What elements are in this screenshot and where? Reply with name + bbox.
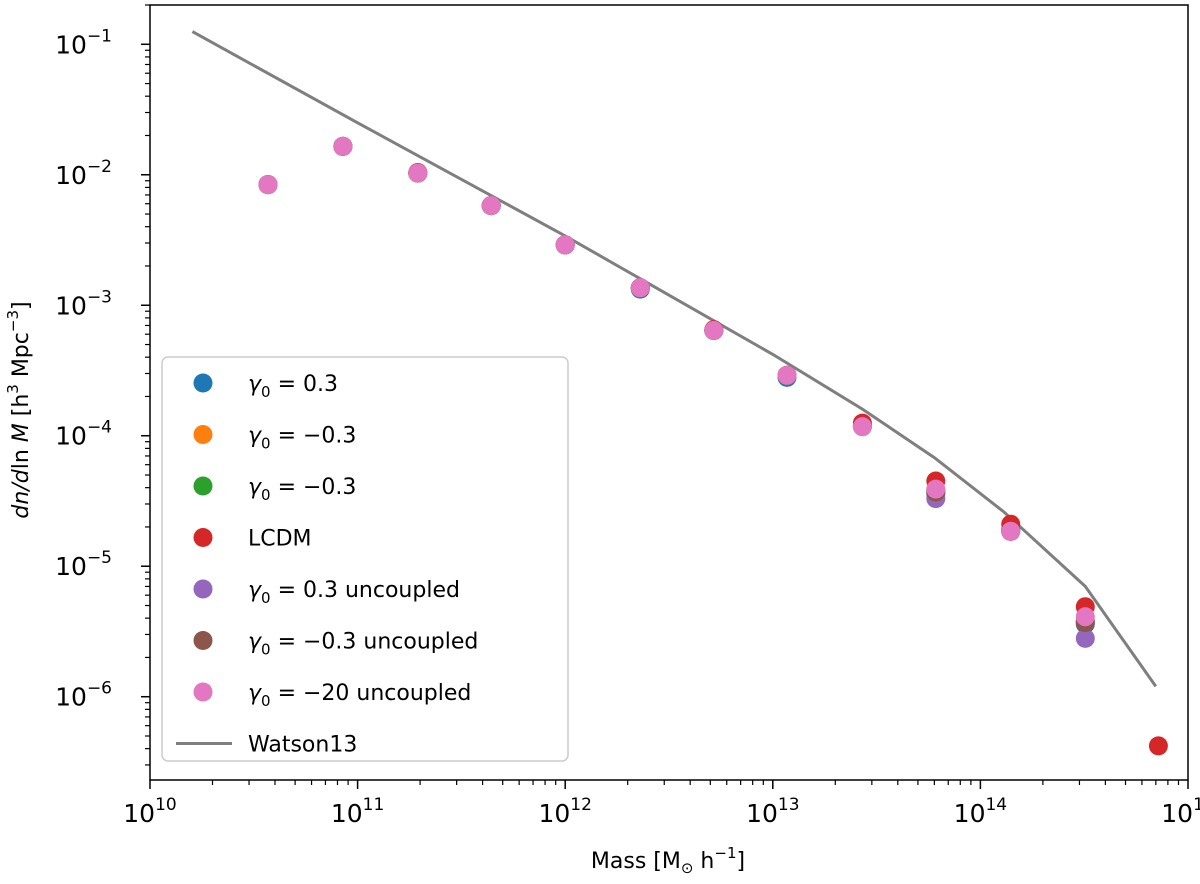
legend-marker <box>193 631 213 650</box>
legend-marker <box>193 373 213 393</box>
y-tick-label: 10−5 <box>55 548 112 581</box>
x-tick-label: 1013 <box>746 795 799 828</box>
x-tick-label: 1015 <box>1161 795 1200 828</box>
data-point <box>1001 521 1021 541</box>
legend-label: γ0 = −20 uncoupled <box>248 681 471 710</box>
legend-label: γ0 = −0.3 <box>248 424 356 453</box>
data-point <box>258 175 278 195</box>
y-tick-label: 10−4 <box>55 418 112 451</box>
x-tick-label: 1010 <box>123 795 176 828</box>
legend-entry: γ0 = −0.3 uncoupled <box>193 630 478 659</box>
legend-label: LCDM <box>248 527 312 552</box>
x-tick-label: 1011 <box>331 795 384 828</box>
y-tick-label: 10−3 <box>55 287 112 320</box>
data-point <box>926 479 946 499</box>
x-axis: 1010 1011 1012 1013 1014 1015 <box>123 780 1200 828</box>
data-point <box>1075 628 1095 648</box>
legend-label: γ0 = −0.3 <box>248 475 356 504</box>
x-axis-label: Mass [M⊙ h−1] <box>591 844 745 877</box>
legend-box <box>161 356 569 762</box>
legend-label: γ0 = 0.3 <box>248 372 338 401</box>
legend-marker <box>193 476 213 496</box>
plot-frame <box>149 4 1189 781</box>
legend-entry: γ0 = −0.3 <box>193 475 356 504</box>
legend-marker <box>193 579 213 599</box>
data-point <box>630 278 650 298</box>
legend-marker <box>193 682 213 702</box>
legend-entry: γ0 = 0.3 <box>193 372 338 401</box>
series-7 <box>258 136 1095 627</box>
y-tick-label: 10−1 <box>55 26 112 59</box>
x-tick-label: 1014 <box>954 795 1007 828</box>
x-tick-label: 1012 <box>538 795 591 828</box>
y-axis-label: dn/dln M [h3 Mpc−3] <box>4 301 34 518</box>
data-point <box>408 163 428 183</box>
y-tick-label: 10−6 <box>55 679 112 712</box>
watson13-line <box>191 30 1158 688</box>
legend-entry: LCDM <box>193 527 312 552</box>
data-point <box>704 321 724 340</box>
data-point <box>777 365 797 385</box>
data-point <box>333 136 353 156</box>
data-point <box>1148 736 1168 756</box>
legend-entry: γ0 = −20 uncoupled <box>193 681 471 710</box>
y-axis: 10−1 10−2 10−3 10−4 10−5 10−6 <box>55 4 150 766</box>
legend: γ0 = 0.3 γ0 = −0.3 γ0 = −0.3 LCDM γ0 = 0.3 u… <box>161 356 569 762</box>
legend-entry: γ0 = −0.3 <box>193 424 356 453</box>
data-point <box>852 417 872 437</box>
legend-entry: γ0 = 0.3 uncoupled <box>193 578 460 607</box>
legend-marker <box>193 528 213 547</box>
data-point <box>481 196 501 216</box>
legend-entry: Watson13 <box>176 733 357 758</box>
y-tick-label: 10−2 <box>55 157 112 190</box>
data-point <box>555 235 575 255</box>
legend-label: γ0 = −0.3 uncoupled <box>248 630 478 659</box>
data-point <box>1075 607 1095 627</box>
legend-label: Watson13 <box>248 733 357 758</box>
legend-marker <box>193 425 213 444</box>
legend-label: γ0 = 0.3 uncoupled <box>248 578 460 607</box>
